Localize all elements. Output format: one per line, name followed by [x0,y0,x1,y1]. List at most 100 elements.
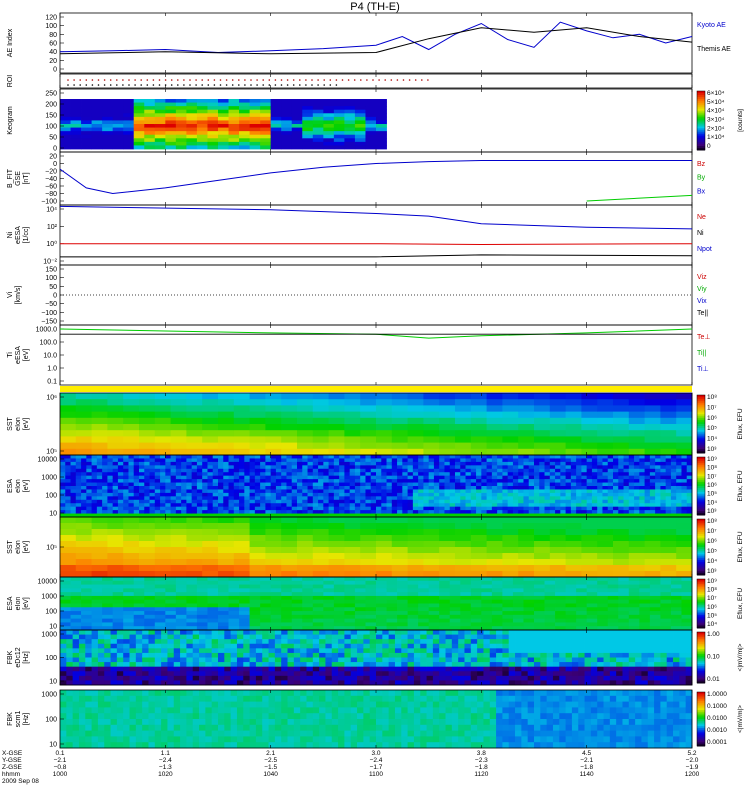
esa-i-cell [60,611,71,616]
esa-e-cell [613,458,619,463]
esa-e-cell [649,465,656,470]
esa-e-cell [386,492,393,497]
sst-e-cell [518,417,535,425]
sst-e-cell [391,448,408,456]
keogram-cell [91,102,103,107]
fbk-e12-cell [363,657,371,663]
esa-i-cell [354,622,366,627]
esa-e-cell [65,465,71,470]
sst-e-cell [154,436,171,443]
sst-e-cell [613,417,630,425]
esa-e-cell [444,461,451,466]
esa-e-cell [191,486,198,490]
sst-e-cell [549,448,566,456]
esa-e-cell [686,486,693,490]
esa-i-cell [449,622,461,627]
esa-e-cell [618,472,624,477]
fbk-e12-cell [224,675,232,681]
fbk-e12-cell [104,639,111,645]
esa-e-cell [555,461,561,466]
sst-e-cell [597,405,614,412]
fbk-e12-cell [325,657,333,663]
esa-e-cell [555,465,561,470]
esa-i-cell [660,595,672,601]
esa-i-cell [428,588,440,593]
esa-e-cell [70,486,77,490]
esa-i-cell [534,603,545,608]
esa-i-cell [481,584,493,589]
esa-i-cell [649,603,661,608]
esa-e-cell [160,503,166,508]
esa-i-cell [376,588,387,593]
sst-i-cell [423,547,440,554]
fbk-e12-cell [218,648,225,654]
fbk-e12-cell [199,630,206,635]
sst-i-cell [423,541,440,548]
sst-e-cell [360,411,377,419]
sst-i-cell [328,535,345,542]
esa-i-cell [123,584,135,589]
keogram-cell [91,109,103,114]
esa-i-cell [502,607,514,612]
esa-i-cell [639,618,651,623]
esa-e-cell [307,455,314,459]
esa-e-cell [512,510,519,514]
keogram-cell [133,131,145,136]
esa-i-cell [112,584,124,589]
sst-e-cell [202,436,219,443]
keogram-cell [376,99,387,103]
esa-e-cell [354,475,361,480]
esa-e-cell [223,465,229,470]
sst-i-cell [676,541,693,548]
esa-e-cell [149,486,156,490]
sst-e-cell [455,405,472,412]
fbk-e12-cell [445,675,453,681]
esa-e-cell [333,513,340,518]
esa-e-cell [360,482,366,487]
esa-e-cell [634,503,640,508]
fbk-e12-cell [325,639,333,645]
sst-e-cell [423,393,440,400]
esa-e-cell [102,489,108,494]
keogram-cell [354,116,366,121]
esa-i-cell [407,618,419,623]
esa-i-cell [91,611,103,616]
esa-i-cell [439,614,451,620]
esa-e-cell [418,503,424,508]
fbk-e12-cell [376,671,383,677]
fbk-e12-cell [350,630,358,635]
sst-e-cell [486,424,503,431]
fbk-e12-cell [148,652,156,658]
esa-i-cell [365,607,377,612]
sst-i-cell [581,529,598,536]
keogram-cell [81,131,92,136]
esa-e-cell [112,492,119,497]
esa-e-cell [370,482,377,487]
esa-i-cell [81,611,92,616]
fbk-e12-cell [192,630,200,635]
keogram-cell [186,145,198,150]
esa-e-cell [397,506,403,511]
fbk-e12-cell [110,648,118,654]
esa-e-cell [349,503,356,508]
keogram-cell [344,102,356,107]
esa-e-cell [534,468,540,473]
fbk-e12-cell [205,671,213,677]
sst-i-cell [265,571,282,578]
sst-e-cell [486,411,503,419]
fbk-e12-cell [350,643,358,649]
esa-e-cell [117,496,124,501]
esa-e-cell [123,458,129,463]
esa-i-cell [418,592,430,597]
sst-e-cell [676,393,693,400]
esa-e-cell [323,468,329,473]
esa-e-cell [670,455,677,459]
fbk-e12-cell [211,652,219,658]
sst-e-cell [265,448,282,456]
esa-e-cell [381,499,387,504]
fbk-e12-cell [407,671,415,677]
esa-e-cell [154,482,161,487]
fbk-e12-cell [123,662,130,668]
fbk-e12-cell [72,643,80,649]
esa-e-cell [381,503,387,508]
